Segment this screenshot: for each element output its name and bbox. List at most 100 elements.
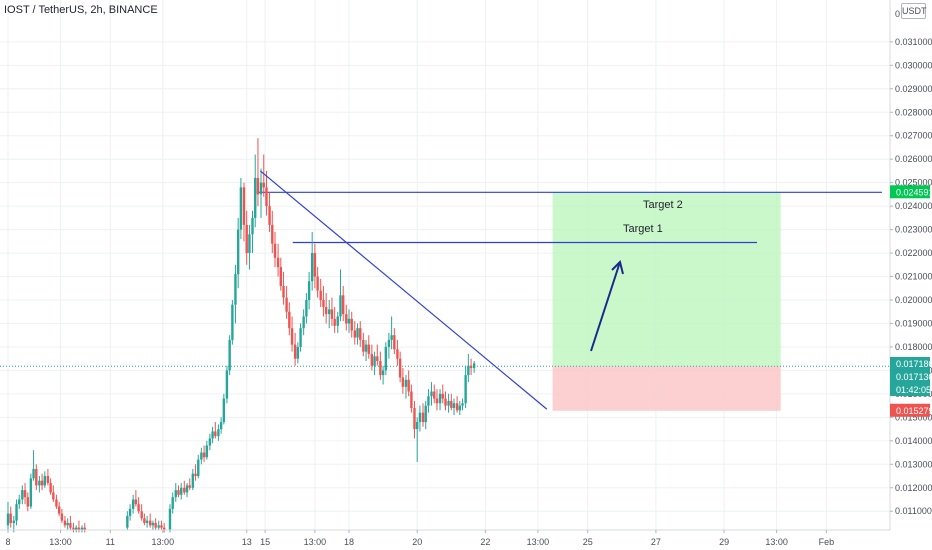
candle-up: [200, 452, 203, 460]
x-tick-label: 13:00: [49, 537, 72, 547]
candle-up: [12, 520, 15, 523]
candle-up: [15, 504, 18, 521]
candle-down: [137, 504, 140, 512]
candle-down: [202, 452, 206, 458]
descending-trendline[interactable]: [259, 170, 548, 410]
price-label-text: 0.017130: [896, 372, 932, 382]
candle-up: [239, 187, 243, 230]
x-tick-label: 11: [106, 537, 115, 547]
candle-down: [57, 506, 61, 514]
candle-down: [140, 511, 143, 519]
candle-down: [40, 480, 44, 486]
candle-down: [316, 276, 319, 291]
candle-up: [416, 422, 419, 430]
candle-down: [162, 527, 166, 530]
candle-up: [299, 328, 302, 347]
candle-down: [134, 499, 138, 505]
y-tick-label: 0.031000: [895, 37, 932, 47]
y-tick-label: 0.028000: [895, 107, 932, 117]
x-tick-label: 13: [242, 537, 252, 547]
y-tick-label: 0.029000: [895, 84, 932, 94]
candle-down: [276, 257, 280, 268]
candle-up: [336, 316, 339, 326]
x-tick-label: 18: [344, 537, 354, 547]
candle-down: [345, 314, 348, 324]
candle-down: [83, 527, 86, 530]
drawings: Target 2 Target 1: [259, 170, 683, 410]
x-tick-label: 15: [260, 537, 270, 547]
candle-up: [404, 379, 408, 387]
candle-up: [29, 478, 33, 507]
candle-down: [370, 353, 374, 366]
y-tick-label: 0.013000: [895, 459, 932, 469]
target-1-label: Target 1: [623, 223, 663, 235]
candle-up: [302, 316, 305, 329]
candle-up: [307, 281, 311, 301]
x-tick-label: 25: [583, 537, 593, 547]
candle-down: [410, 391, 413, 408]
x-tick-label: 13:00: [304, 537, 327, 547]
target-profit-zone[interactable]: [552, 192, 781, 367]
candle-up: [467, 365, 470, 376]
y-tick-label: 0.018000: [895, 342, 932, 352]
candle-down: [26, 497, 29, 507]
candle-up: [384, 346, 388, 371]
candle-up: [208, 438, 212, 446]
candle-up: [157, 525, 160, 528]
candle-down: [413, 407, 416, 430]
candle-down: [421, 412, 425, 423]
candle-up: [296, 346, 300, 359]
candle-up: [424, 405, 427, 423]
candle-up: [171, 497, 174, 509]
candle-down: [55, 499, 58, 507]
candle-up: [430, 391, 433, 397]
target-arrow-head: [611, 260, 624, 275]
candle-up: [191, 473, 195, 488]
candle-up: [236, 229, 240, 275]
candle-up: [328, 309, 331, 315]
candle-down: [322, 300, 325, 308]
candle-down: [401, 377, 405, 387]
candle-up: [205, 445, 209, 458]
candle-up: [364, 344, 368, 352]
candle-up: [174, 490, 177, 498]
price-label-text: 0.024591: [896, 187, 932, 197]
candle-up: [211, 431, 214, 439]
candle-down: [324, 307, 328, 315]
currency-badge[interactable]: USDT: [901, 3, 927, 19]
candle-up: [458, 405, 462, 411]
candle-down: [313, 253, 317, 277]
y-tick-label: 0.030000: [895, 60, 932, 70]
candle-up: [197, 459, 200, 477]
candle-down: [398, 358, 402, 378]
y-tick-label: 0.023000: [895, 225, 932, 235]
candle-up: [151, 522, 155, 526]
stop-loss-zone[interactable]: [552, 366, 781, 411]
candle-down: [441, 393, 444, 399]
y-tick-label: 0.019000: [895, 318, 932, 328]
x-tick-label: 22: [480, 537, 490, 547]
candle-down: [63, 520, 67, 526]
candle-down: [77, 527, 81, 530]
candle-up: [80, 527, 84, 530]
candle-down: [154, 522, 157, 528]
candle-down: [188, 485, 191, 488]
candle-up: [305, 300, 308, 317]
candle-down: [262, 182, 265, 188]
price-label-tag: [890, 403, 930, 417]
y-tick-label: 0.024000: [895, 201, 932, 211]
position-zones: [552, 192, 781, 411]
candle-up: [225, 370, 229, 399]
candle-down: [433, 391, 436, 399]
price-label-tag: [890, 185, 930, 199]
candle-up: [21, 490, 24, 500]
candle-down: [393, 335, 396, 350]
target-arrow[interactable]: [590, 261, 621, 352]
candle-up: [234, 274, 237, 305]
candle-down: [379, 361, 382, 376]
candle-up: [43, 476, 47, 486]
candle-up: [75, 527, 78, 530]
target-2-label: Target 2: [643, 199, 683, 211]
